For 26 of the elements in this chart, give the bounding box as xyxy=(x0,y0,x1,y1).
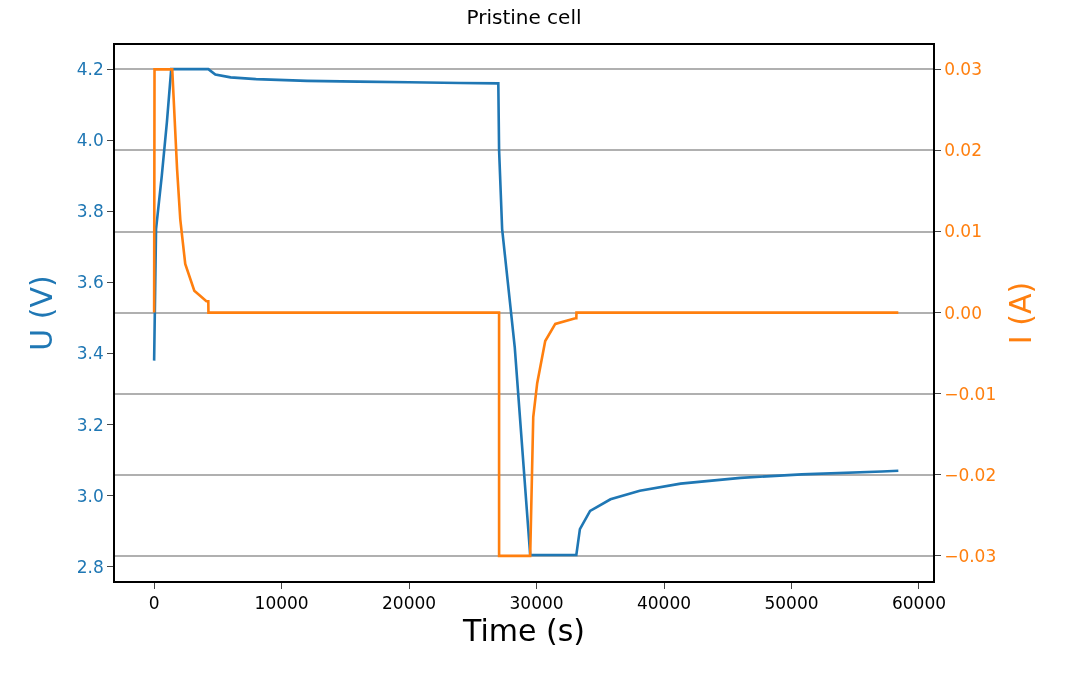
chart-title: Pristine cell xyxy=(466,5,582,30)
y2-tick-label: 0.00 xyxy=(944,302,983,323)
x-tick-label: 60000 xyxy=(891,593,947,614)
y2-axis-title: I (A) xyxy=(1003,281,1039,345)
y2-tick-label: 0.01 xyxy=(944,221,983,242)
y2-tick-label: −0.02 xyxy=(944,464,997,485)
y-axis-title: U (V) xyxy=(24,275,60,351)
y2-tick-label: −0.03 xyxy=(944,545,997,566)
y-tick-label: 4.0 xyxy=(76,130,104,151)
y-tick-label: 3.2 xyxy=(76,414,104,435)
x-tick-label: 20000 xyxy=(382,593,437,614)
y-tick-label: 4.2 xyxy=(76,59,104,80)
y2-tick-label: −0.01 xyxy=(944,383,997,404)
y2-tick-label: 0.02 xyxy=(944,140,983,161)
y-tick-label: 3.0 xyxy=(76,485,104,506)
y2-tick-label: 0.03 xyxy=(944,59,983,80)
x-tick-label: 0 xyxy=(148,593,160,614)
y-tick-label: 3.4 xyxy=(76,343,104,364)
x-axis-title: Time (s) xyxy=(462,613,585,649)
y-tick-label: 3.6 xyxy=(76,272,104,293)
x-tick-label: 50000 xyxy=(764,593,819,614)
x-tick-label: 40000 xyxy=(636,593,692,614)
y-tick-label: 2.8 xyxy=(76,556,104,577)
x-tick-label: 10000 xyxy=(254,593,309,614)
y-tick-label: 3.8 xyxy=(76,201,104,222)
x-tick-label: 30000 xyxy=(509,593,564,614)
